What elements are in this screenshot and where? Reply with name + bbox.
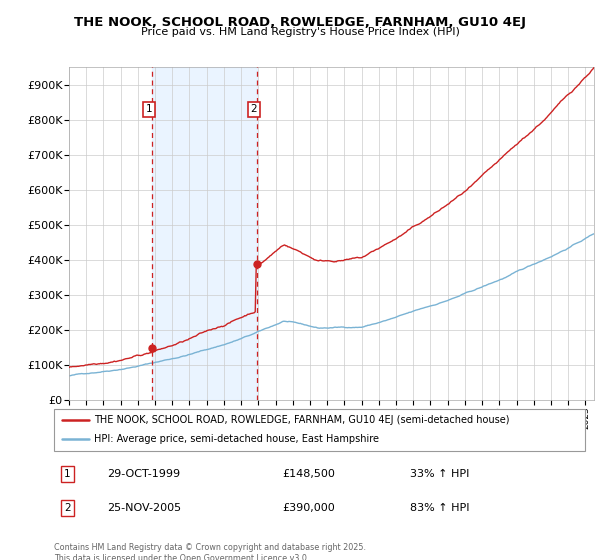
Text: 83% ↑ HPI: 83% ↑ HPI (410, 503, 469, 513)
Text: 2: 2 (251, 104, 257, 114)
Text: 1: 1 (64, 469, 71, 479)
Text: 29-OCT-1999: 29-OCT-1999 (107, 469, 180, 479)
Text: Contains HM Land Registry data © Crown copyright and database right 2025.
This d: Contains HM Land Registry data © Crown c… (54, 543, 366, 560)
Text: 2: 2 (64, 503, 71, 513)
Text: £390,000: £390,000 (283, 503, 335, 513)
Text: THE NOOK, SCHOOL ROAD, ROWLEDGE, FARNHAM, GU10 4EJ: THE NOOK, SCHOOL ROAD, ROWLEDGE, FARNHAM… (74, 16, 526, 29)
Bar (152, 67, 257, 400)
Text: 1: 1 (146, 104, 152, 114)
Text: 33% ↑ HPI: 33% ↑ HPI (410, 469, 469, 479)
Text: HPI: Average price, semi-detached house, East Hampshire: HPI: Average price, semi-detached house,… (94, 435, 379, 445)
Text: Price paid vs. HM Land Registry's House Price Index (HPI): Price paid vs. HM Land Registry's House … (140, 27, 460, 37)
Text: THE NOOK, SCHOOL ROAD, ROWLEDGE, FARNHAM, GU10 4EJ (semi-detached house): THE NOOK, SCHOOL ROAD, ROWLEDGE, FARNHAM… (94, 415, 509, 425)
Text: 25-NOV-2005: 25-NOV-2005 (107, 503, 181, 513)
FancyBboxPatch shape (54, 409, 585, 451)
Text: £148,500: £148,500 (283, 469, 335, 479)
